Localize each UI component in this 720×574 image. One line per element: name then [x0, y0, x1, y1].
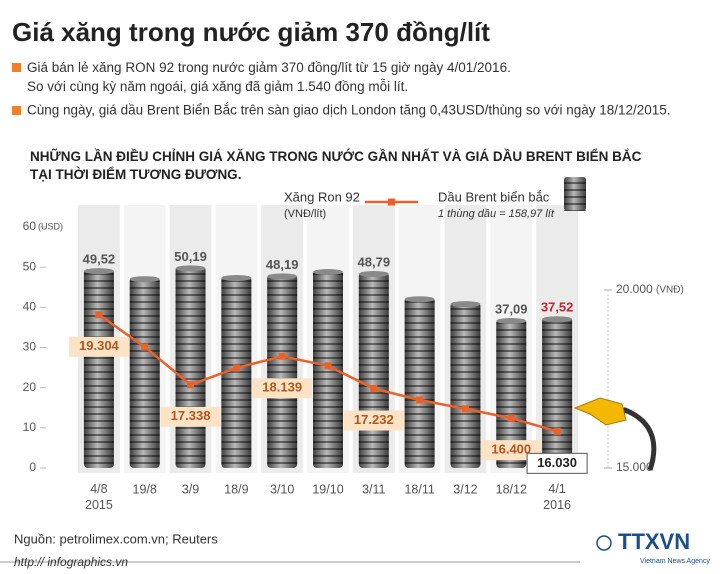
- y-tick-label: 40: [23, 300, 37, 314]
- legend-barrel-ridges: [564, 179, 586, 211]
- value-label: 19.304: [79, 338, 120, 353]
- barrel-ridges: [129, 280, 160, 468]
- y2-tick-label: 20.000: [616, 282, 653, 296]
- value-label: 37,09: [495, 301, 528, 316]
- line-point: [278, 352, 286, 360]
- barrel-ridges: [358, 275, 389, 468]
- barrel-ridges: [267, 277, 298, 468]
- url: http:// infographics.vn: [14, 555, 128, 569]
- y2-axis-unit: (VNĐ): [656, 285, 684, 296]
- barrel-top: [267, 273, 298, 280]
- barrel-ridges: [221, 279, 252, 468]
- x-tick-label: 18/11: [404, 482, 434, 496]
- value-label-box: [343, 410, 404, 431]
- chart-title: NHỮNG LẦN ĐIỀU CHỈNH GIÁ XĂNG TRONG NƯỚC…: [30, 149, 642, 182]
- line-point: [324, 362, 332, 370]
- y-axis-unit: (USD): [38, 221, 63, 231]
- y-tick-label: 0: [29, 460, 36, 474]
- x-tick-label: 4/1 2016: [543, 482, 571, 512]
- x-tick-label: 3/12: [453, 482, 477, 496]
- value-label-box: [526, 452, 588, 474]
- x-tick-label: 18/12: [496, 482, 527, 496]
- bullet-icon: [12, 106, 21, 115]
- hose: [610, 407, 657, 471]
- barrel-ridges: [542, 320, 573, 468]
- barrel-top: [221, 275, 252, 282]
- x-tick-label: 3/9: [182, 482, 199, 496]
- barrel-ridges: [175, 269, 206, 468]
- value-label: 48,19: [266, 257, 299, 272]
- logo: TTXVN: [618, 529, 690, 554]
- value-label: 48,79: [358, 254, 391, 269]
- barrel-top: [496, 318, 527, 325]
- legend-note: 1 thùng dầu = 158,97 lít: [438, 208, 555, 220]
- barrel-top: [542, 316, 573, 323]
- value-label: 16.400: [491, 442, 531, 457]
- bullet-text: Cùng ngày, giá dầu Brent Biển Bắc trên s…: [27, 103, 671, 118]
- barrel-top: [450, 301, 481, 308]
- line-point: [416, 396, 424, 404]
- barrel-ridges: [404, 300, 435, 468]
- x-tick-label: 4/8 2015: [85, 482, 113, 512]
- barrel-top: [358, 271, 389, 278]
- value-label: 37,52: [541, 300, 574, 315]
- copyright-icon: [596, 535, 612, 551]
- value-label-box: [68, 336, 129, 357]
- bullet-icon: [12, 63, 21, 72]
- line-point: [187, 381, 195, 389]
- value-label-box: [160, 406, 221, 427]
- barrel-top: [404, 296, 435, 303]
- line-point: [507, 414, 515, 422]
- value-label: 16.030: [537, 455, 577, 470]
- legend-unit: (VNĐ/lít): [284, 208, 326, 220]
- line-point: [461, 405, 469, 413]
- line-point: [232, 364, 240, 372]
- value-label: 17.232: [354, 412, 394, 427]
- bullet-text: Giá bán lẻ xăng RON 92 trong nước giảm 3…: [27, 60, 511, 94]
- value-label: 17.338: [171, 408, 211, 423]
- x-tick-label: 19/8: [133, 482, 157, 496]
- legend-label: Xăng Ron 92: [284, 189, 360, 204]
- x-tick-label: 3/10: [270, 482, 294, 496]
- value-label: 49,52: [83, 252, 116, 267]
- x-tick-label: 18/9: [224, 482, 248, 496]
- value-label: 18.139: [262, 380, 302, 395]
- y-tick-label: 10: [23, 420, 37, 434]
- value-label: 50,19: [174, 249, 207, 264]
- legend-label: Dầu Brent biển bắc: [438, 189, 550, 204]
- value-label-box: [252, 378, 313, 399]
- y-tick-label: 50: [23, 259, 37, 273]
- barrel-top: [313, 268, 343, 275]
- y-tick-label: 30: [23, 340, 37, 354]
- barrel-top: [129, 276, 160, 283]
- y-tick-label: 60: [23, 219, 37, 233]
- fuel-nozzle: [573, 397, 627, 426]
- line-point: [553, 427, 561, 435]
- line-point: [370, 385, 378, 393]
- agency: Vietnam News Agency: [640, 558, 710, 565]
- y2-tick-label: 15.000: [616, 460, 653, 474]
- value-label-box: [481, 440, 542, 461]
- barrel-ridges: [450, 305, 481, 468]
- barrel-ridges: [83, 272, 114, 468]
- barrel-top: [83, 268, 114, 275]
- x-tick-label: 3/11: [362, 482, 385, 496]
- legend-point: [388, 198, 395, 206]
- x-tick-label: 19/10: [312, 482, 343, 496]
- barrel-top: [175, 265, 206, 272]
- line-point: [95, 311, 103, 319]
- source: Nguồn: petrolimex.com.vn; Reuters: [14, 531, 218, 546]
- page-title: Giá xăng trong nước giảm 370 đồng/lít: [12, 17, 490, 47]
- line-point: [141, 343, 149, 351]
- y-tick-label: 20: [23, 380, 37, 394]
